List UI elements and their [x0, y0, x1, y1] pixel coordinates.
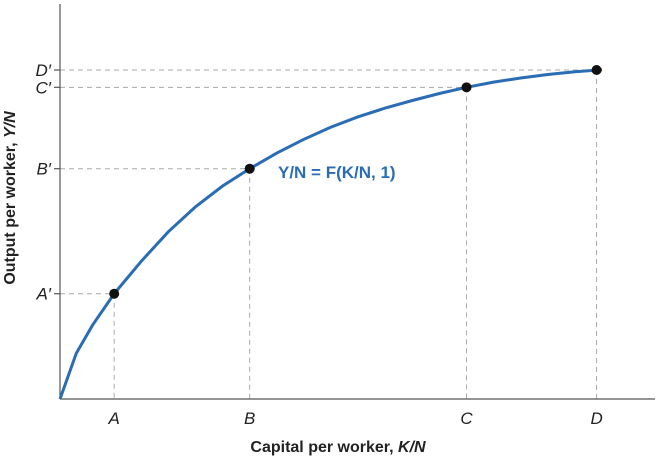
x-tick-label: B [244, 409, 255, 428]
y-tick-label: B′ [36, 160, 51, 179]
data-point [461, 82, 472, 93]
y-tick-label: A′ [35, 285, 51, 304]
x-axis-title-main: Capital per worker, [250, 439, 398, 456]
data-point [591, 65, 602, 75]
x-axis-title-var: K/N [398, 439, 426, 456]
axis-ticks [54, 69, 60, 295]
guide-lines [60, 69, 598, 399]
curve-label: Y/N = F(K/N, 1) [278, 163, 396, 182]
x-tick-label: D [590, 409, 602, 428]
data-points [109, 65, 602, 299]
production-curve [58, 68, 603, 400]
data-point [244, 163, 255, 174]
data-point [109, 288, 120, 299]
x-tick-label: A [108, 409, 120, 428]
y-tick-label: D′ [36, 61, 52, 80]
x-axis-title: Capital per worker, K/N [250, 439, 426, 456]
y-axis-title-var: Y/N [2, 111, 19, 138]
y-axis-title: Output per worker, Y/N [2, 111, 19, 285]
y-axis-title-main: Output per worker, [2, 138, 19, 285]
tick-labels: A A′ B B′ C C′ D D′ [35, 61, 602, 428]
x-tick-label: C [460, 409, 473, 428]
y-tick-label: C′ [36, 78, 52, 97]
